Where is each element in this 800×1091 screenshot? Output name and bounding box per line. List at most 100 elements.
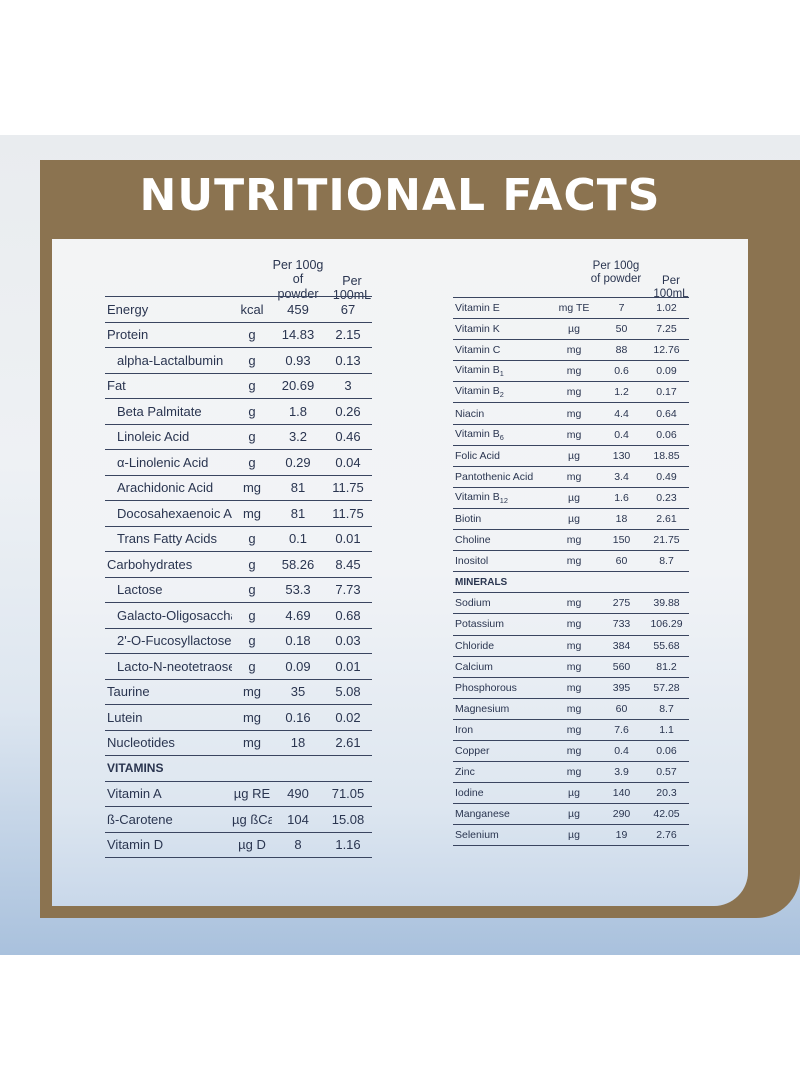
nutrient-row: Calcium mg 560 81.2 bbox=[453, 656, 689, 678]
nutrient-unit: mg bbox=[549, 381, 599, 404]
nutrient-unit: g bbox=[232, 653, 272, 680]
nutrient-name: Selenium bbox=[453, 824, 549, 847]
left-header-per-100g: Per 100g of powder bbox=[272, 258, 324, 301]
value-per-100ml: 0.26 bbox=[324, 398, 372, 425]
right-header-per-100g: Per 100g of powder bbox=[590, 260, 642, 286]
nutrient-unit: µg RE bbox=[232, 781, 272, 807]
nutrient-row: Energy kcal 459 67 bbox=[105, 296, 372, 323]
value-per-100ml: 57.28 bbox=[644, 677, 689, 699]
nutrient-name: Vitamin E bbox=[453, 296, 549, 320]
value-per-100g: 384 bbox=[599, 635, 644, 657]
nutrient-name: ß-Carotene bbox=[105, 806, 232, 833]
nutrient-unit: g bbox=[232, 424, 272, 450]
nutrient-row: Iron mg 7.6 1.1 bbox=[453, 719, 689, 741]
nutrient-name: Vitamin B1 bbox=[453, 360, 549, 383]
section-header-row: MINERALS bbox=[453, 571, 689, 594]
nutrient-name: Iodine bbox=[453, 782, 549, 805]
value-per-100g: 0.4 bbox=[599, 424, 644, 446]
nutrient-name-text: Vitamin B bbox=[455, 490, 500, 503]
value-per-100ml: 11.75 bbox=[324, 500, 372, 527]
value-per-100g: 459 bbox=[272, 296, 324, 323]
value-per-100ml: 7.73 bbox=[324, 577, 372, 603]
nutrient-name: Calcium bbox=[453, 656, 549, 678]
nutrient-subscript: 6 bbox=[499, 432, 504, 442]
value-per-100ml: 0.02 bbox=[324, 704, 372, 731]
nutrient-name: Lacto-N-neotetraose bbox=[105, 653, 232, 680]
value-per-100ml: 2.61 bbox=[324, 730, 372, 756]
nutrient-row: Fat g 20.69 3 bbox=[105, 373, 372, 399]
nutrient-name: Carbohydrates bbox=[105, 551, 232, 578]
nutrient-name: Magnesium bbox=[453, 698, 549, 720]
value-per-100ml: 39.88 bbox=[644, 592, 689, 615]
value-per-100ml: 0.68 bbox=[324, 602, 372, 629]
nutrient-unit: mg bbox=[549, 677, 599, 699]
nutrient-row: Inositol mg 60 8.7 bbox=[453, 550, 689, 573]
nutrient-unit: mg bbox=[232, 730, 272, 756]
nutrient-name: Energy bbox=[105, 296, 232, 323]
nutrient-row: Iodine µg 140 20.3 bbox=[453, 782, 689, 805]
nutrient-row: Magnesium mg 60 8.7 bbox=[453, 698, 689, 720]
nutrient-unit: µg bbox=[549, 445, 599, 467]
nutrient-unit: µg bbox=[549, 318, 599, 341]
nutrient-row: Vitamin B1 mg 0.6 0.09 bbox=[453, 360, 689, 383]
nutrient-row: Lacto-N-neotetraose g 0.09 0.01 bbox=[105, 653, 372, 680]
value-per-100ml: 1.02 bbox=[644, 296, 689, 320]
nutrient-unit: g bbox=[232, 551, 272, 578]
nutrient-unit: mg bbox=[549, 656, 599, 678]
value-per-100g: 3.9 bbox=[599, 761, 644, 784]
value-per-100ml: 67 bbox=[324, 296, 372, 323]
value-per-100g: 88 bbox=[599, 339, 644, 362]
value-per-100g: 1.2 bbox=[599, 381, 644, 404]
value-per-100g: 14.83 bbox=[272, 322, 324, 348]
nutrient-unit: mg bbox=[549, 698, 599, 720]
nutrient-unit: µg bbox=[549, 487, 599, 509]
value-per-100ml: 0.64 bbox=[644, 402, 689, 425]
nutrient-unit: mg bbox=[232, 704, 272, 731]
nutrient-unit: g bbox=[232, 347, 272, 374]
nutrient-row: Vitamin B2 mg 1.2 0.17 bbox=[453, 381, 689, 404]
nutrient-row: Niacin mg 4.4 0.64 bbox=[453, 402, 689, 425]
page-title: NUTRITIONAL FACTS bbox=[139, 170, 661, 221]
value-per-100ml: 7.25 bbox=[644, 318, 689, 341]
value-per-100g: 35 bbox=[272, 679, 324, 705]
nutrient-unit: mg bbox=[232, 475, 272, 501]
value-per-100g: 81 bbox=[272, 475, 324, 501]
value-per-100ml: 8.7 bbox=[644, 550, 689, 573]
nutrient-name: Chloride bbox=[453, 635, 549, 657]
section-heading: VITAMINS bbox=[105, 755, 372, 782]
nutrient-name: Choline bbox=[453, 529, 549, 552]
nutrient-name: Taurine bbox=[105, 679, 232, 705]
nutrient-name: Vitamin A bbox=[105, 781, 232, 807]
value-per-100g: 140 bbox=[599, 782, 644, 805]
nutrient-row: α-Linolenic Acid g 0.29 0.04 bbox=[105, 449, 372, 476]
value-per-100ml: 1.16 bbox=[324, 832, 372, 858]
value-per-100g: 4.4 bbox=[599, 402, 644, 425]
value-per-100ml: 0.23 bbox=[644, 487, 689, 509]
nutrient-unit: mg bbox=[549, 466, 599, 488]
nutrient-unit: g bbox=[232, 449, 272, 476]
nutrient-unit: mg bbox=[232, 679, 272, 705]
nutrient-row: Phosphorous mg 395 57.28 bbox=[453, 677, 689, 699]
value-per-100ml: 21.75 bbox=[644, 529, 689, 552]
value-per-100ml: 0.17 bbox=[644, 381, 689, 404]
value-per-100ml: 0.46 bbox=[324, 424, 372, 450]
value-per-100g: 490 bbox=[272, 781, 324, 807]
nutrient-name: Vitamin C bbox=[453, 339, 549, 362]
nutrient-name: Phosphorous bbox=[453, 677, 549, 699]
value-per-100ml: 15.08 bbox=[324, 806, 372, 833]
nutrient-unit: µg bbox=[549, 803, 599, 826]
value-per-100g: 7.6 bbox=[599, 719, 644, 741]
nutrient-unit: kcal bbox=[232, 296, 272, 323]
nutrient-row: 2'-O-Fucosyllactose g 0.18 0.03 bbox=[105, 628, 372, 654]
value-per-100ml: 12.76 bbox=[644, 339, 689, 362]
nutrient-unit: mg bbox=[549, 402, 599, 425]
nutrient-name: Manganese bbox=[453, 803, 549, 826]
value-per-100ml: 0.49 bbox=[644, 466, 689, 488]
nutrient-name: Vitamin B12 bbox=[453, 487, 549, 509]
value-per-100ml: 2.15 bbox=[324, 322, 372, 348]
nutrient-unit: g bbox=[232, 373, 272, 399]
